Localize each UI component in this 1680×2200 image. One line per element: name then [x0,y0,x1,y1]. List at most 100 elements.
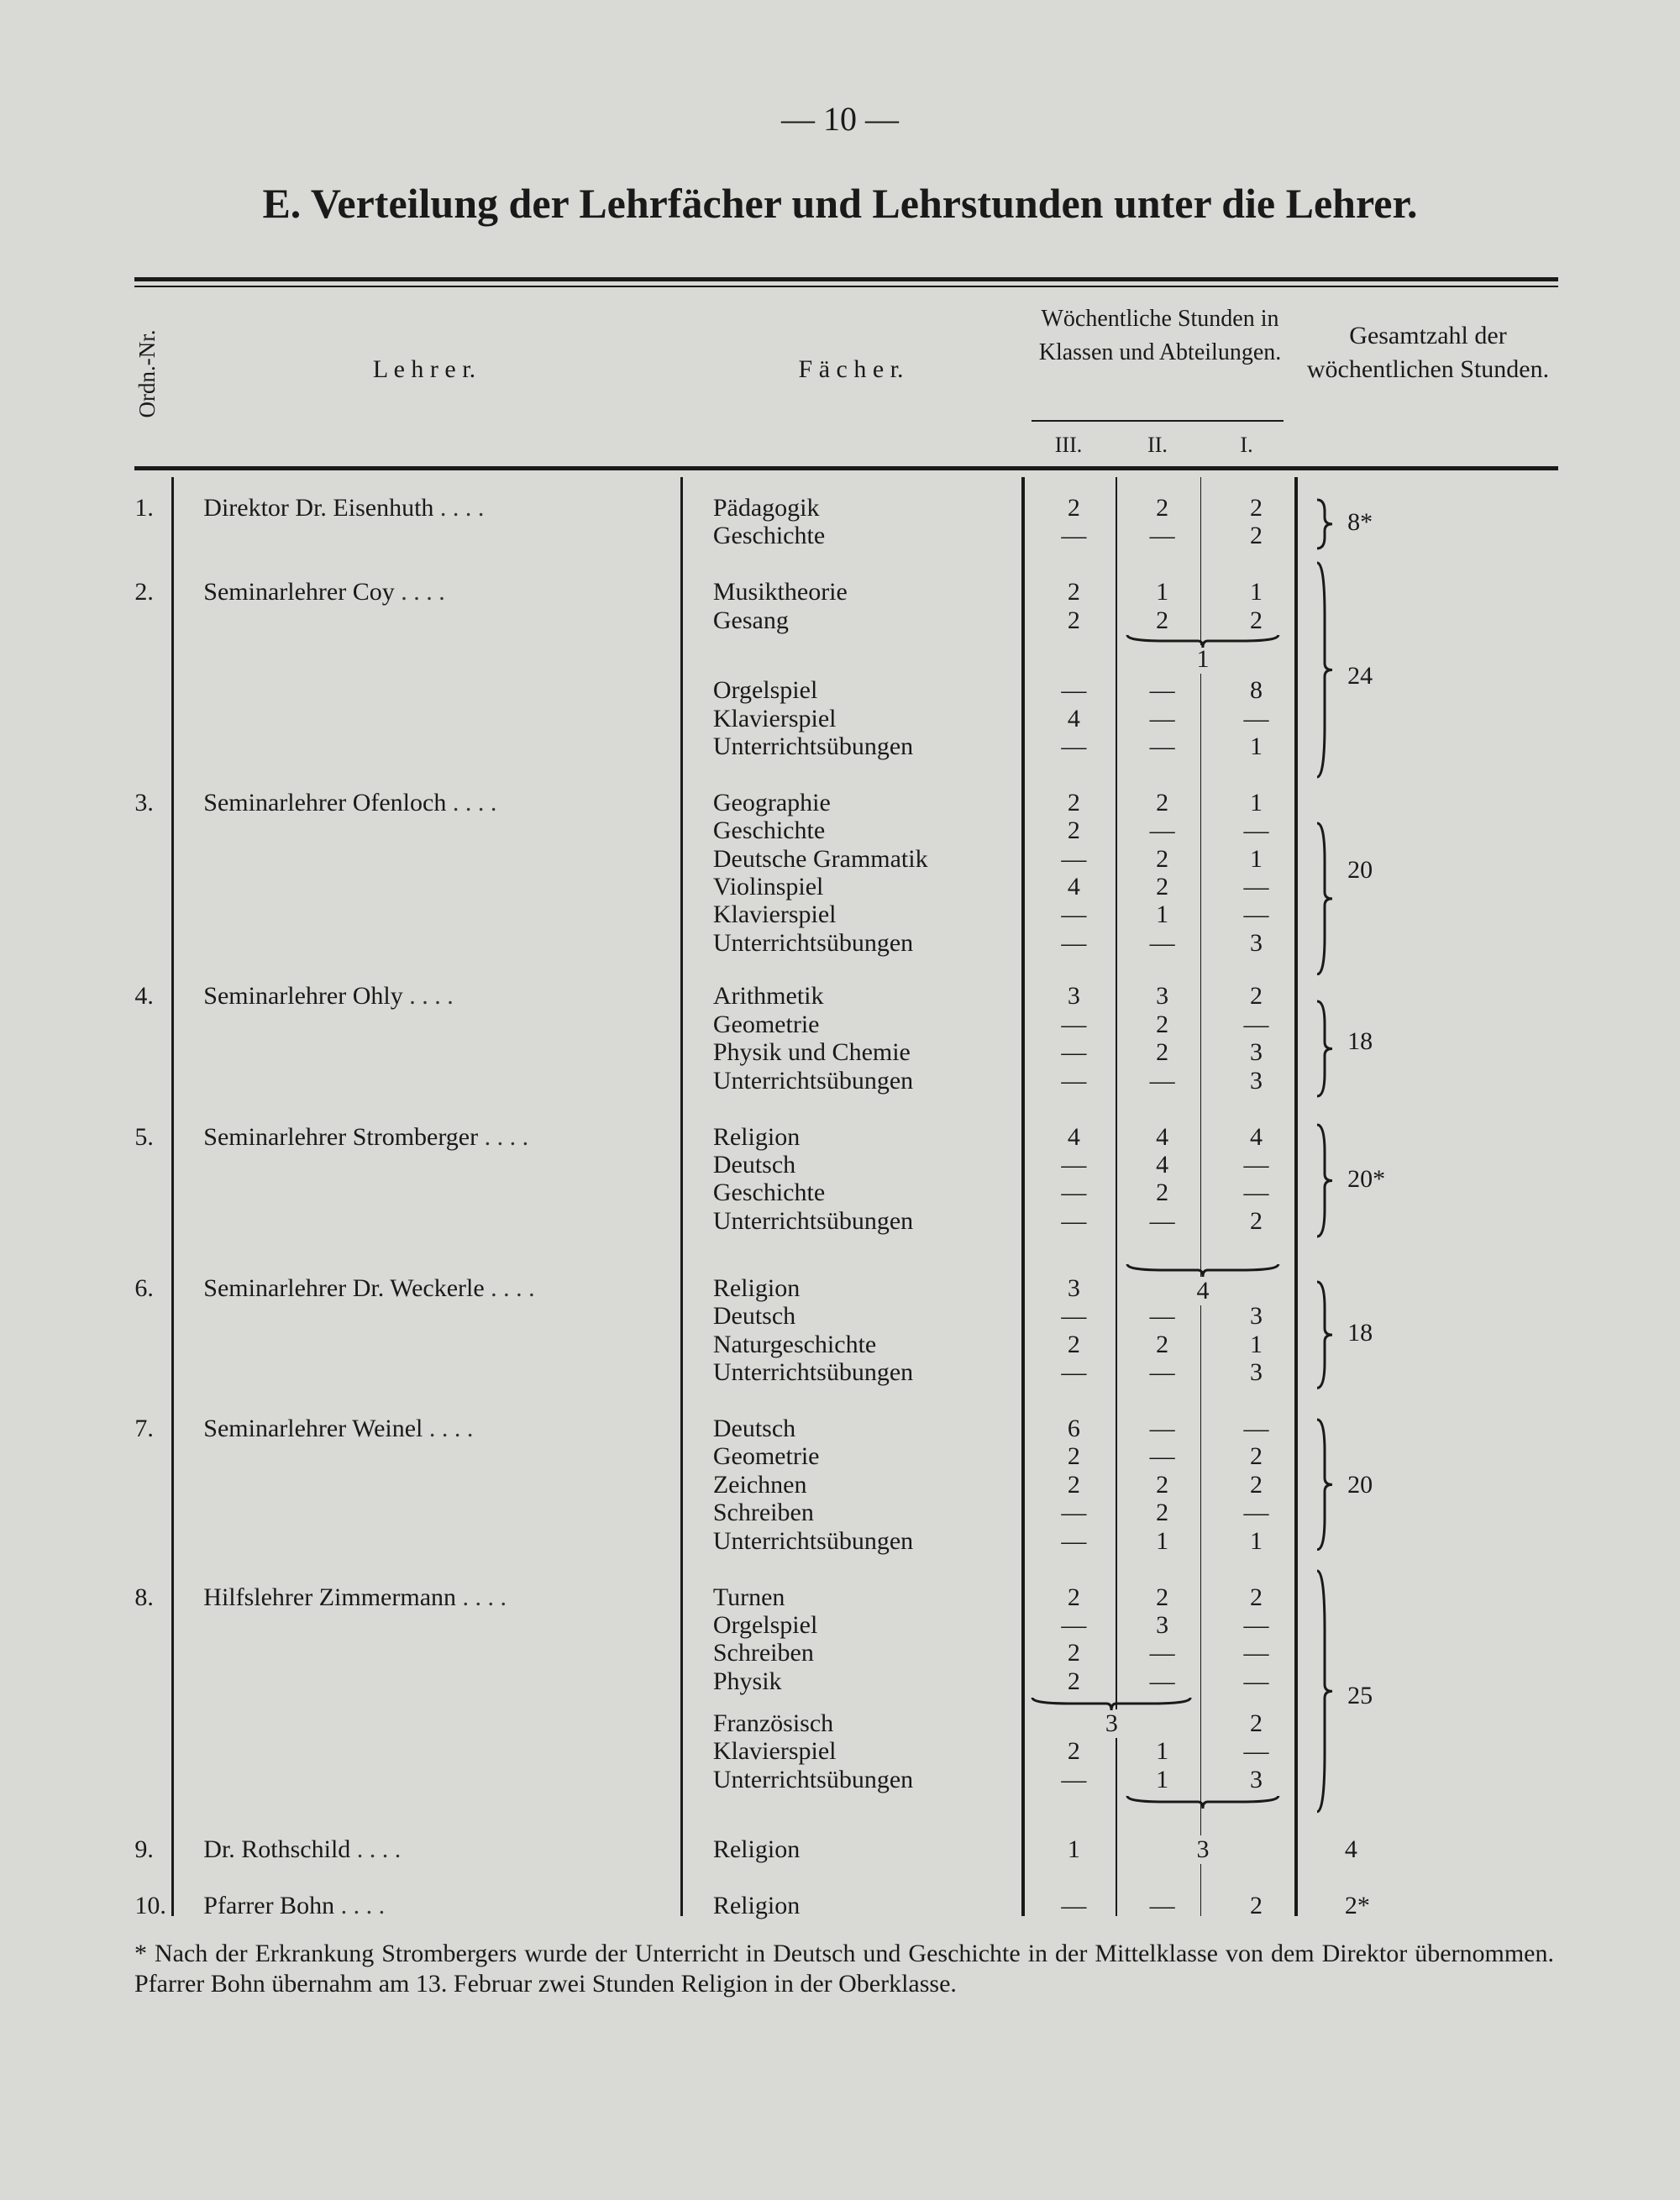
hours-class-iii: — [1061,1010,1087,1038]
horizontal-brace [1031,1694,1193,1713]
hours-class-iii: — [1061,1206,1087,1235]
hours-class-ii: 3 [1156,982,1169,1011]
footnote: * Nach der Erkrankung Strombergers wurde… [134,1940,1554,1998]
subject-name: Schreiben [712,1639,814,1667]
subject-name: Unterrichtsübungen [712,1526,914,1555]
subject-name: Naturgeschichte [712,1330,877,1358]
subject-name: Religion [712,1892,801,1920]
hours-class-ii: 2 [1156,1330,1169,1358]
total-hours: 20* [1347,1164,1386,1193]
hours-class-ii: — [1149,676,1175,705]
total-hours: 4 [1344,1835,1357,1864]
subject-name: Physik [712,1667,782,1695]
hours-class-iii: 2 [1067,1330,1080,1358]
column-rule [1200,477,1202,1916]
subject-name: Deutsch [712,1150,796,1179]
hours-class-ii: — [1149,1206,1175,1235]
vertical-brace [1314,822,1336,976]
hours-class-ii: — [1149,1892,1175,1920]
hours-class-i: 2 [1250,1206,1263,1235]
hours-class-i: — [1243,1010,1269,1038]
hours-class-iii: 3 [1067,982,1080,1011]
hours-class-ii: 2 [1156,873,1169,901]
header-teacher: L e h r e r. [372,355,476,383]
header-number-label: Ordn.-Nr. [134,329,160,418]
subject-name: Deutsch [712,1415,796,1443]
vertical-brace [1314,1418,1336,1552]
hours-class-ii: 1 [1156,1765,1169,1793]
teacher-name: Direktor Dr. Eisenhuth . . . . [203,493,485,522]
hours-class-i: 2 [1250,493,1263,522]
hours-class-i: — [1243,1179,1269,1207]
hours-class-i: 1 [1250,578,1263,606]
hours-class-ii: 2 [1156,1470,1169,1499]
hours-class-iii: 2 [1067,1737,1080,1766]
hours-class-i: 3 [1250,1765,1263,1793]
hours-class-iii: 2 [1067,493,1080,522]
total-hours: 25 [1347,1681,1373,1709]
hours-class-ii: — [1149,1358,1175,1387]
dot-leader: . . . . [478,1122,529,1151]
row-number: 9. [134,1835,154,1864]
header-bottom-rule [134,466,1558,470]
row-number: 5. [134,1122,154,1151]
subject-name: Deutsche Grammatik [712,844,928,873]
subject-name: Französisch [712,1709,834,1737]
hours-class-ii: 2 [1156,1583,1169,1611]
header-class-iii: III. [1054,433,1083,457]
hours-class-i: — [1243,1611,1269,1640]
subject-name: Deutsch [712,1302,796,1331]
row-number: 6. [134,1273,154,1302]
subject-name: Religion [712,1835,801,1864]
subject-name: Orgelspiel [712,676,818,705]
subject-name: Physik und Chemie [712,1038,911,1067]
horizontal-brace [1126,1793,1280,1811]
row-number: 8. [134,1583,154,1611]
hours-class-iii: 2 [1067,1470,1080,1499]
hours-class-i: 3 [1250,928,1263,957]
subject-name: Unterrichtsübungen [712,928,914,957]
horizontal-brace [1126,632,1280,650]
hours-class-iii: — [1061,1358,1087,1387]
vertical-brace [1314,1280,1336,1389]
subject-name: Geometrie [712,1010,820,1038]
hours-class-ii: 2 [1156,1038,1169,1067]
merged-hours: 1 [1178,645,1229,675]
subject-name: Klavierspiel [712,1737,837,1766]
hours-class-ii: — [1149,1442,1175,1471]
hours-class-ii: — [1149,1415,1175,1443]
hours-class-iii: 6 [1067,1415,1080,1443]
subject-name: Unterrichtsübungen [712,1206,914,1235]
hours-class-i: — [1243,816,1269,845]
hours-class-i: 2 [1250,1442,1263,1471]
teacher-name: Seminarlehrer Ofenloch . . . . [203,788,497,816]
hours-class-i: 4 [1250,1122,1263,1151]
column-rule [1116,477,1117,1916]
hours-class-iii: 2 [1067,1583,1080,1611]
teacher-name: Seminarlehrer Weinel . . . . [203,1415,474,1443]
subject-name: Violinspiel [712,873,824,901]
row-number: 10. [134,1892,166,1920]
hours-class-iii: 4 [1067,704,1080,732]
hours-class-ii: — [1149,928,1175,957]
total-hours: 18 [1347,1026,1373,1055]
dot-leader: . . . . [433,493,485,522]
row-number: 3. [134,788,154,816]
hours-class-iii: — [1061,1066,1087,1095]
merged-hours: 3 [1178,1835,1229,1865]
horizontal-brace [1126,1261,1280,1279]
hours-class-iii: — [1061,1179,1087,1207]
hours-class-i: 1 [1250,1330,1263,1358]
subject-name: Religion [712,1122,801,1151]
hours-class-i: 2 [1250,982,1263,1011]
hours-class-iii: 2 [1067,1667,1080,1695]
hours-class-i: 2 [1250,1709,1263,1737]
column-rule [1294,477,1298,1916]
hours-class-i: 2 [1250,1892,1263,1920]
hours-class-i: — [1243,1150,1269,1179]
hours-class-i: 1 [1250,844,1263,873]
hours-class-iii: — [1061,1892,1087,1920]
hours-class-ii: — [1149,1639,1175,1667]
dot-leader: . . . . [446,788,497,816]
total-hours: 20 [1347,856,1373,885]
